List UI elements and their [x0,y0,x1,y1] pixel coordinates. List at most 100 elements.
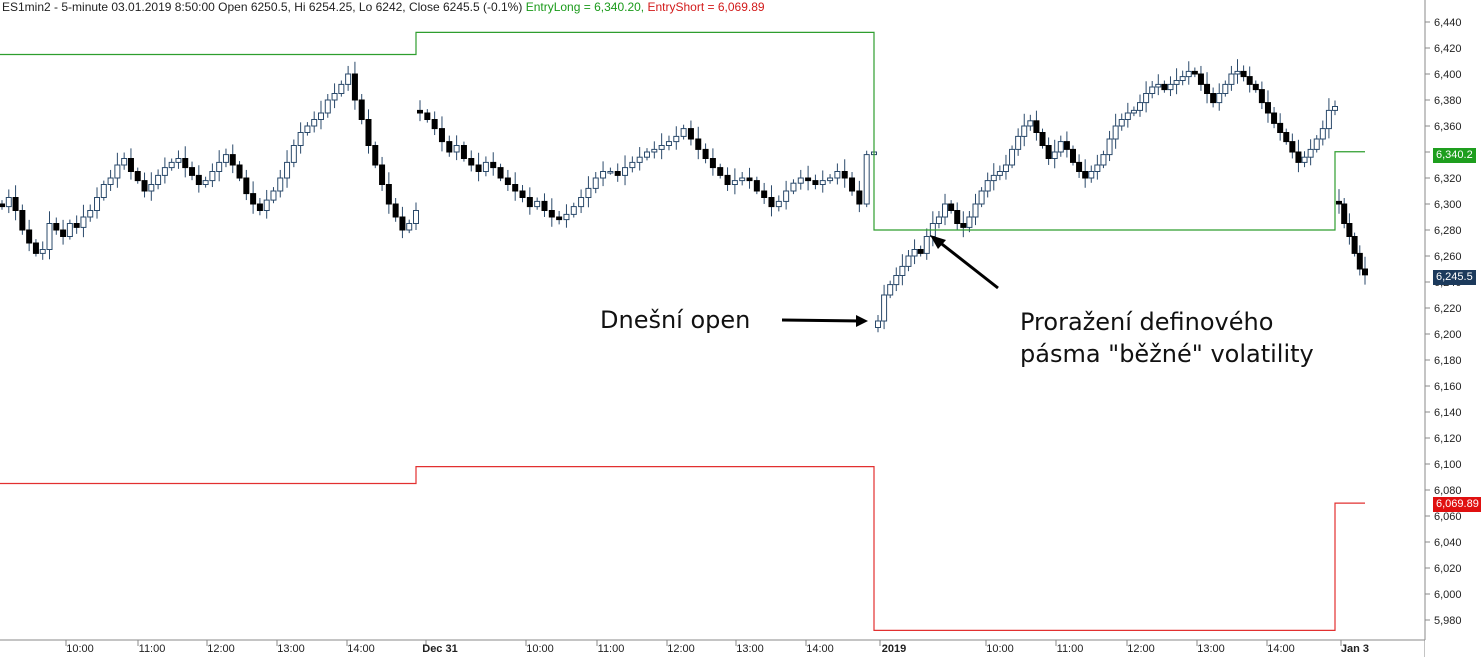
candle [899,254,906,286]
candle [1346,213,1353,245]
breakout-annotation-line1: Proražení definového [1020,308,1274,336]
candle [304,122,311,136]
candle [1246,66,1253,93]
candle [526,187,533,215]
candle [960,211,967,238]
candle [1356,245,1363,276]
candle [236,161,243,182]
candle [519,185,526,203]
x-tick-label: 2019 [882,643,906,655]
candle [887,280,894,299]
candle [438,116,445,152]
x-tick-label: 13:00 [277,643,305,655]
candle [1351,232,1358,257]
y-tick-label: 6,420 [1434,43,1462,55]
candle [680,124,687,140]
candle [923,228,930,260]
candle [365,109,372,154]
candle [954,202,961,230]
candle [189,161,196,181]
candle [1240,65,1247,82]
candle [490,152,497,176]
x-tick-label: Jan 3 [1341,643,1369,655]
candle [5,189,12,214]
x-tick-label: 12:00 [1127,643,1155,655]
candle [1216,83,1223,111]
candle [497,163,504,182]
candle [331,83,338,109]
candle [746,167,753,189]
instrument-title: ES1min2 - 5-minute 03.01.2019 8:50:00 Op… [2,0,523,14]
candle [665,135,672,151]
candle [1271,107,1278,129]
candle [905,250,912,272]
x-tick-label: 10:00 [986,643,1014,655]
candle [972,193,979,226]
candle [1325,98,1332,139]
y-tick-label: 6,260 [1434,251,1462,263]
entry-long-line [0,31,1365,231]
candle [60,219,67,245]
candle [53,217,60,235]
candle [127,148,134,180]
candle [592,172,599,194]
y-tick-label: 6,020 [1434,563,1462,575]
y-tick-label: 6,320 [1434,173,1462,185]
candle [1161,80,1168,93]
candle [270,187,277,204]
candle [1033,110,1040,141]
candle [1295,139,1302,173]
candle [1252,80,1259,93]
candle [1045,137,1052,165]
candle [1021,113,1028,147]
candle [504,169,511,191]
candle [1137,94,1144,117]
candle [1210,87,1217,108]
candle [1130,106,1137,117]
candle [1112,113,1119,149]
candle [1118,113,1125,131]
candle [431,111,438,136]
candle [468,150,475,172]
y-tick-label: 6,160 [1434,381,1462,393]
candle [1057,135,1064,157]
y-tick-label: 6,060 [1434,511,1462,523]
candle [644,148,650,161]
candle [724,167,731,191]
y-tick-label: 6,280 [1434,225,1462,237]
candle [512,172,519,201]
candle [134,167,141,184]
candle [805,165,812,191]
candle [849,172,856,196]
candle [1124,102,1131,128]
y-tick-label: 6,400 [1434,69,1462,81]
candle [26,219,33,252]
x-tick-label: 13:00 [736,643,764,655]
candle [812,174,819,190]
candle [1258,81,1265,110]
candle [290,139,297,168]
candle [996,165,1003,181]
y-tick-label: 6,100 [1434,459,1462,471]
candle [651,141,658,159]
candle [475,152,482,182]
x-tick-label: Dec 31 [422,643,457,655]
candle [607,167,614,175]
candle [202,176,209,188]
candle [175,150,182,169]
candle [636,147,643,171]
candle [1332,100,1338,116]
candle [1222,80,1229,97]
candle [358,94,365,125]
candle [768,185,775,217]
breakout-arrow-line [937,239,999,290]
candle [1106,130,1113,162]
candle [702,143,709,164]
x-tick-label: 11:00 [139,643,166,655]
candle [1063,131,1070,158]
candle [263,189,270,219]
candle [32,239,39,257]
candle [73,215,80,234]
candle [1283,128,1290,145]
y-tick-label: 6,040 [1434,537,1462,549]
